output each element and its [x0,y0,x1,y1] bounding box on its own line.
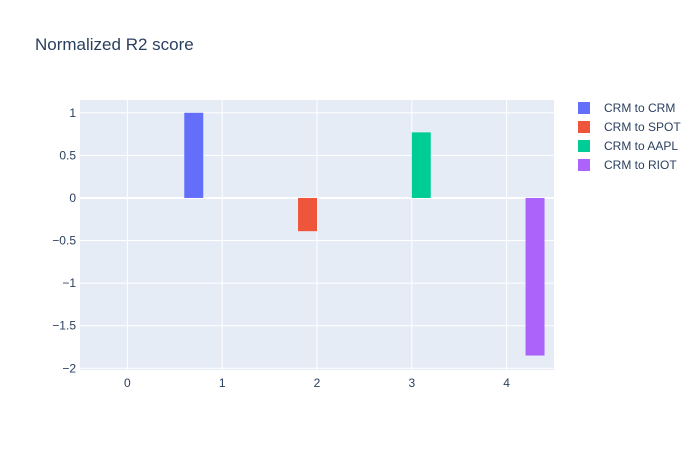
legend-label: CRM to CRM [604,101,675,115]
y-tick-label: −2 [62,361,76,375]
x-tick-label: 3 [408,376,415,390]
chart-title: Normalized R2 score [35,35,194,54]
legend-item-crm-to-aapl[interactable]: CRM to AAPL [578,139,678,153]
grid [80,100,554,370]
y-tick-label: −1.5 [52,319,76,333]
x-tick-label: 2 [314,376,321,390]
legend[interactable]: CRM to CRM CRM to SPOT CRM to AAPL CRM to R… [578,101,681,172]
x-tick-label: 1 [219,376,226,390]
y-axis-ticks: 1 0.5 0 −0.5 −1 −1.5 −2 [52,106,76,376]
x-tick-label: 4 [503,376,510,390]
y-tick-label: −0.5 [52,234,76,248]
x-axis-ticks: 0 1 2 3 4 [124,376,510,390]
legend-swatch [578,121,590,133]
legend-label: CRM to AAPL [604,139,678,153]
x-tick-label: 0 [124,376,131,390]
legend-swatch [578,102,590,114]
legend-item-crm-to-spot[interactable]: CRM to SPOT [578,120,681,134]
y-tick-label: 0.5 [59,148,76,162]
legend-label: CRM to SPOT [604,120,681,134]
legend-swatch [578,159,590,171]
y-tick-label: 0 [69,191,76,205]
bar-crm-to-crm-x1[interactable] [184,112,204,198]
bar-crm-to-aapl-x3[interactable] [411,132,431,198]
legend-item-crm-to-riot[interactable]: CRM to RIOT [578,158,677,172]
bar-crm-to-spot-x2[interactable] [298,197,317,232]
bar-crm-to-riot-x4[interactable] [525,197,545,356]
y-tick-label: 1 [69,106,76,120]
y-tick-label: −1 [62,276,76,290]
legend-item-crm-to-crm[interactable]: CRM to CRM [578,101,675,115]
legend-swatch [578,140,590,152]
legend-label: CRM to RIOT [604,158,677,172]
bars [184,112,545,356]
